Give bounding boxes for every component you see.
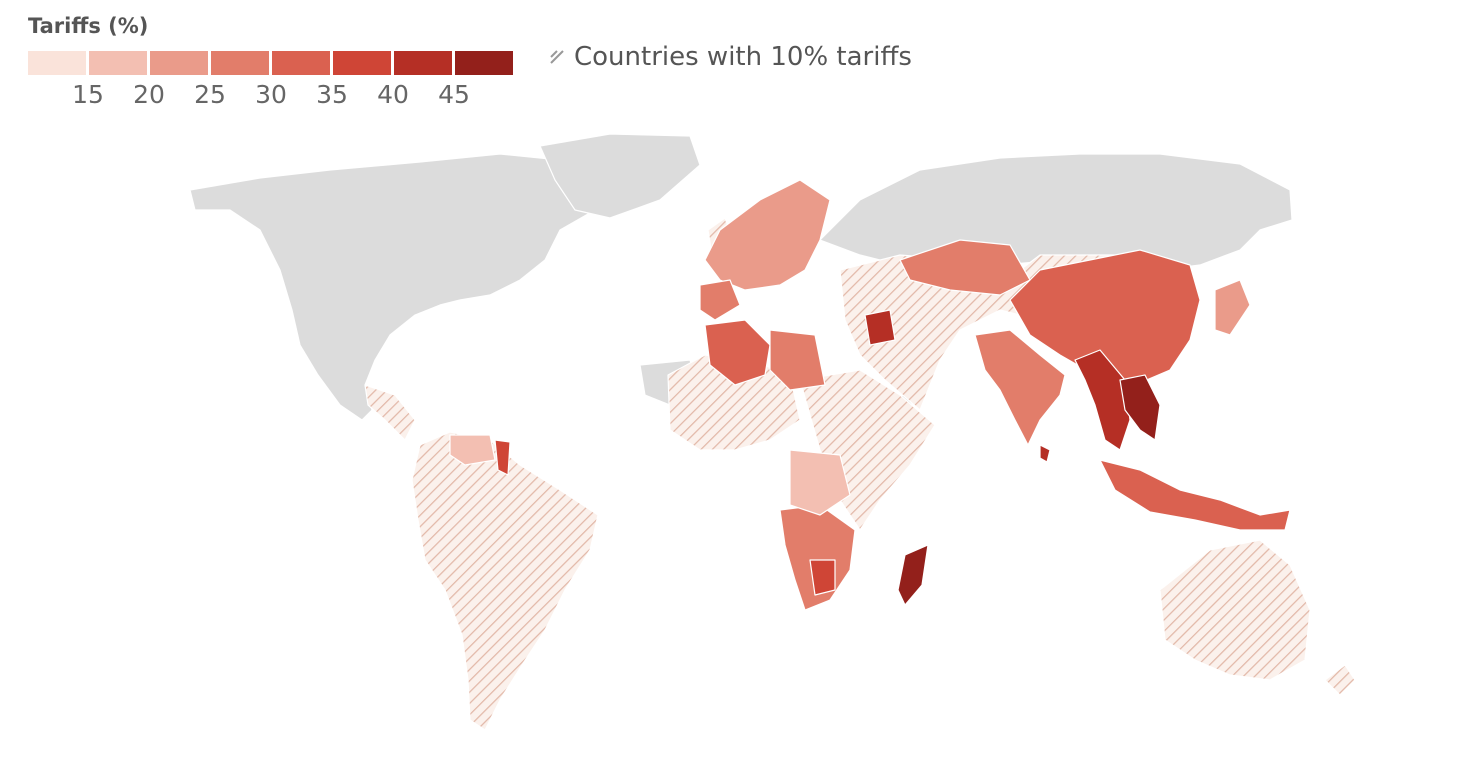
region-guyana bbox=[494, 439, 511, 476]
region-madagascar bbox=[897, 544, 929, 606]
legend-swatch-6 bbox=[333, 51, 391, 75]
legend-tick-15: 15 bbox=[72, 80, 104, 109]
legend-tick-40: 40 bbox=[377, 80, 409, 109]
legend-swatch-1 bbox=[28, 51, 86, 75]
legend-swatch-5 bbox=[272, 51, 330, 75]
legend-title: Tariffs (%) bbox=[28, 14, 149, 38]
legend-swatch-8 bbox=[455, 51, 513, 75]
region-indonesia bbox=[1099, 459, 1291, 531]
region-india bbox=[974, 329, 1066, 446]
legend-tick-25: 25 bbox=[194, 80, 226, 109]
region-algeria bbox=[704, 319, 771, 386]
hatch-swatch-icon bbox=[550, 50, 564, 64]
legend-tick-35: 35 bbox=[316, 80, 348, 109]
hatch-legend-label: Countries with 10% tariffs bbox=[574, 42, 912, 72]
region-north-america bbox=[189, 153, 601, 421]
region-greenland bbox=[539, 133, 701, 219]
legend-swatch-7 bbox=[394, 51, 452, 75]
region-new-zealand bbox=[1324, 664, 1356, 696]
region-syria-iraq bbox=[864, 309, 896, 346]
region-myanmar-thailand bbox=[1074, 349, 1131, 451]
legend-color-scale bbox=[28, 51, 513, 75]
legend-swatch-2 bbox=[89, 51, 147, 75]
region-japan bbox=[1214, 279, 1251, 336]
region-central-america bbox=[364, 384, 416, 441]
legend-swatch-4 bbox=[211, 51, 269, 75]
region-russia bbox=[819, 153, 1293, 271]
region-china bbox=[1009, 249, 1201, 386]
region-south-america bbox=[411, 431, 599, 731]
region-sri-lanka bbox=[1039, 444, 1051, 463]
legend-tick-45: 45 bbox=[438, 80, 470, 109]
hatch-legend: Countries with 10% tariffs bbox=[550, 42, 912, 72]
legend-tick-30: 30 bbox=[255, 80, 287, 109]
region-europe bbox=[704, 179, 831, 291]
region-southern-africa bbox=[779, 504, 856, 611]
region-australia bbox=[1159, 539, 1311, 681]
legend-tick-20: 20 bbox=[133, 80, 165, 109]
region-central-africa bbox=[789, 449, 851, 516]
region-laos-cambodia bbox=[1119, 374, 1161, 441]
region-venezuela bbox=[449, 434, 496, 466]
world-map bbox=[189, 133, 1356, 731]
region-spain bbox=[699, 279, 741, 321]
legend-swatch-3 bbox=[150, 51, 208, 75]
region-libya bbox=[769, 329, 826, 391]
region-botswana bbox=[809, 559, 836, 596]
region-kazakhstan bbox=[899, 239, 1031, 296]
